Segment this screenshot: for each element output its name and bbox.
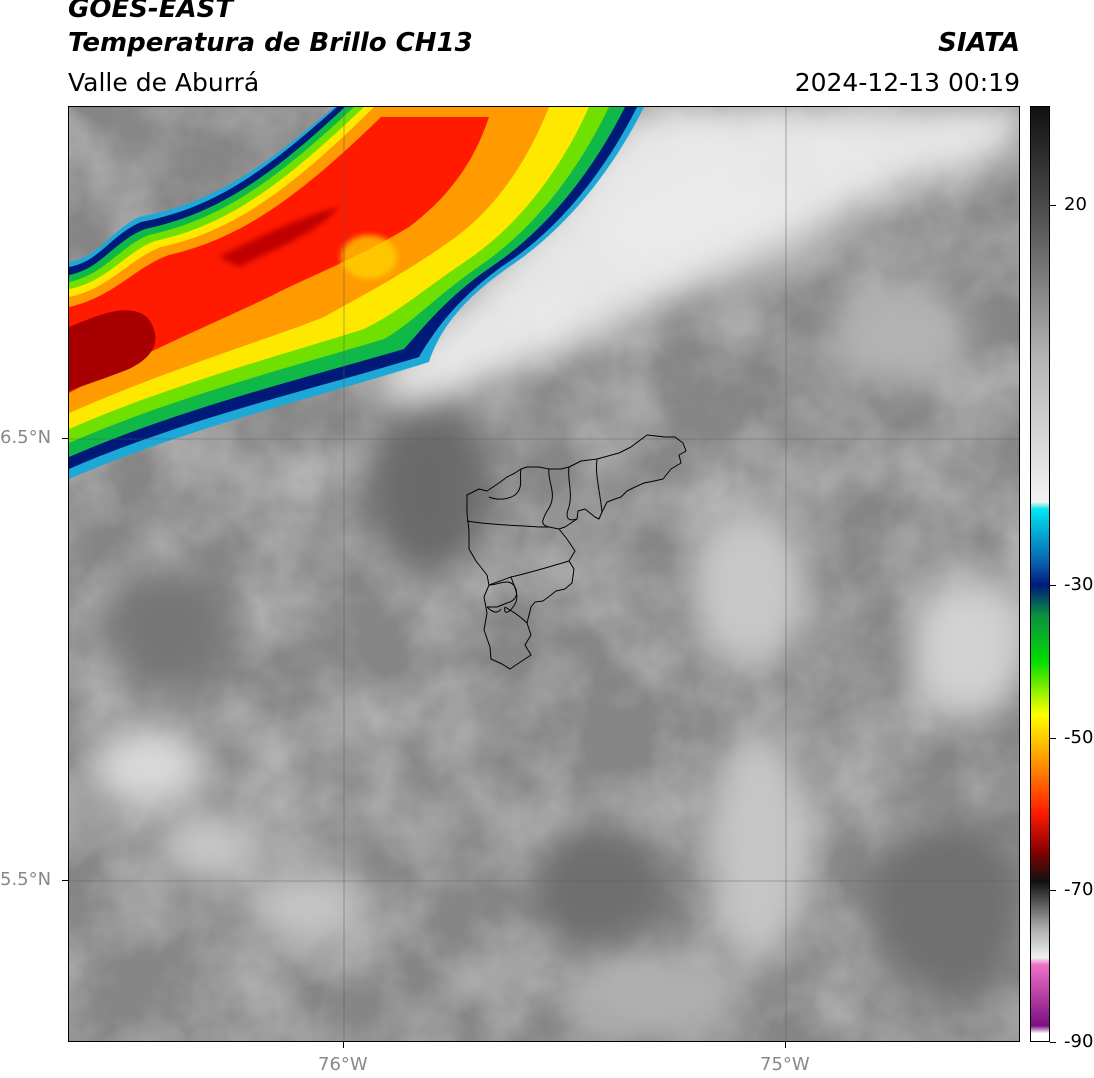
colorbar-tick <box>1050 204 1056 206</box>
band-darkred <box>69 310 156 391</box>
band-red <box>69 117 489 393</box>
colorbar-tick <box>1050 585 1056 587</box>
lon-label-75w: 75°W <box>760 1054 810 1075</box>
colorbar-tick-label: -90 <box>1064 1031 1094 1052</box>
brightness-temperature-map <box>68 106 1020 1042</box>
colorbar-tick-label: -50 <box>1064 726 1094 748</box>
valley-outline <box>466 434 687 670</box>
lat-tick-6-5n <box>62 438 68 439</box>
region-subtitle: Valle de Aburrá <box>68 68 260 97</box>
satellite-title: GOES-EAST <box>68 0 234 24</box>
boundary-envigado <box>504 576 518 613</box>
graticule <box>69 107 1019 1041</box>
aburra-valley-boundaries <box>466 434 687 670</box>
satellite-imagery <box>69 107 1019 1041</box>
product-title: Temperatura de Brillo CH13 <box>68 28 473 58</box>
boundary-copacabana <box>542 468 560 530</box>
colorbar-tick-label: 20 <box>1064 193 1087 215</box>
band-yellow-cell <box>341 235 397 279</box>
boundary-bello-south <box>466 520 549 528</box>
colorbar-tick <box>1050 889 1056 891</box>
boundary-barbosa <box>596 458 603 513</box>
lon-label-76w: 76°W <box>318 1054 368 1075</box>
convective-system <box>69 107 644 479</box>
colorbar-tick-label: -70 <box>1064 878 1094 900</box>
colorbar-tick <box>1050 1042 1056 1043</box>
dark-cloud-patches <box>109 397 1019 997</box>
lat-label-5-5n: 5.5°N <box>0 869 52 890</box>
boundary-girardota <box>566 466 578 521</box>
boundary-sabaneta <box>504 606 528 624</box>
colorbar-tick-label: -30 <box>1064 574 1094 596</box>
cloud-anvil-edge <box>369 107 1019 407</box>
boundary-bello-north <box>488 468 522 500</box>
band-darkred-2 <box>219 207 339 267</box>
boundary-laestrella <box>486 606 502 613</box>
lon-tick-75w <box>785 1042 786 1048</box>
lon-tick-76w <box>343 1042 344 1048</box>
colorbar-tick <box>1050 737 1056 739</box>
lat-tick-5-5n <box>62 880 68 881</box>
datetime-label: 2024-12-13 00:19 <box>794 68 1020 97</box>
temperature-colorbar <box>1030 106 1050 1042</box>
agency-label: SIATA <box>938 28 1020 58</box>
lat-label-6-5n: 6.5°N <box>0 427 52 448</box>
